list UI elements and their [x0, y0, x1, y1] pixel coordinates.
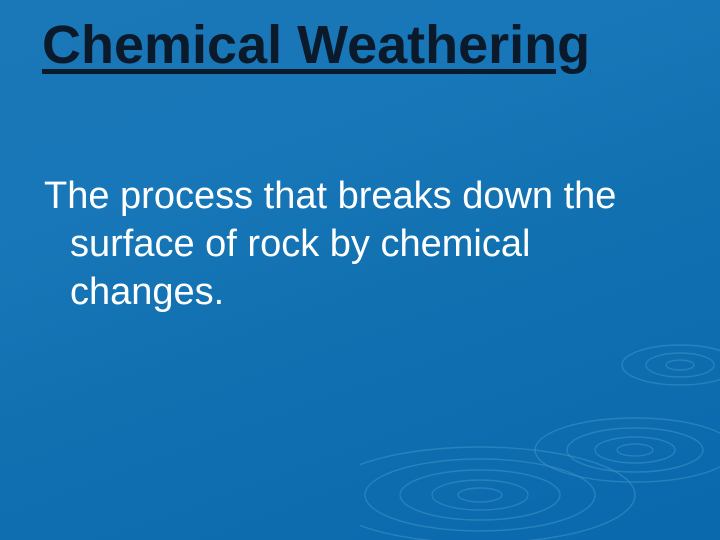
slide: Chemical Weathering The process that bre… — [0, 0, 720, 540]
slide-title: Chemical Weathering — [42, 14, 590, 76]
ripple-decoration — [360, 300, 720, 540]
ripples-svg — [360, 300, 720, 540]
slide-body: The process that breaks down the surface… — [44, 172, 688, 316]
